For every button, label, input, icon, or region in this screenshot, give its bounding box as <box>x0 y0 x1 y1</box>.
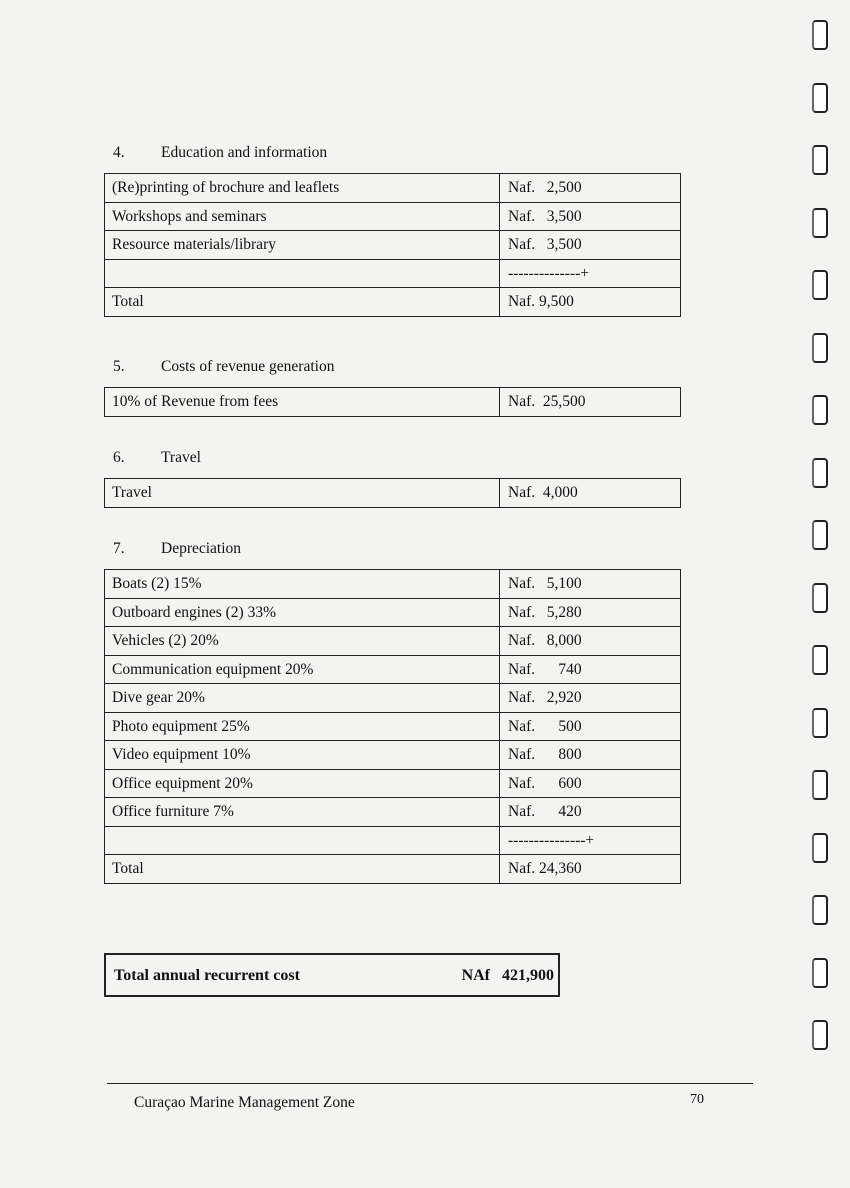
binding-ring-icon <box>812 20 828 50</box>
table-revenue: 10% of Revenue from fees Naf. 25,500 <box>104 387 681 417</box>
row-amount: Naf. 24,360 <box>499 854 681 884</box>
row-amount: Naf. 740 <box>499 654 681 684</box>
section-number: 4. <box>113 144 125 161</box>
table-row: Dive gear 20% Naf. 2,920 <box>104 683 681 713</box>
row-amount: Naf. 600 <box>499 768 681 798</box>
footer-title: Curaçao Marine Management Zone <box>134 1094 355 1111</box>
row-amount: Naf. 25,500 <box>499 387 681 417</box>
table-row: Workshops and seminars Naf. 3,500 <box>104 201 681 231</box>
table-row: Resource materials/library Naf. 3,500 <box>104 230 681 260</box>
row-amount: ---------------+ <box>499 825 681 855</box>
binding-ring-icon <box>812 270 828 300</box>
section-number: 7. <box>113 540 125 557</box>
table-row: Office furniture 7% Naf. 420 <box>104 797 681 827</box>
section-heading: 4. Education and information <box>113 144 327 162</box>
row-label <box>104 258 500 288</box>
table-row: --------------+ <box>104 258 681 288</box>
binding-ring-icon <box>812 707 828 738</box>
table-row: Video equipment 10% Naf. 800 <box>104 740 681 770</box>
section-number: 6. <box>113 449 125 466</box>
table-row: Outboard engines (2) 33% Naf. 5,280 <box>104 597 681 627</box>
section-title: Costs of revenue generation <box>161 358 335 375</box>
binding-ring-icon <box>812 895 828 925</box>
row-amount: Naf. 2,920 <box>499 683 681 713</box>
binding-ring-icon <box>812 1020 828 1050</box>
grand-total-label: Total annual recurrent cost <box>114 967 300 984</box>
row-label <box>104 825 500 855</box>
table-row: 10% of Revenue from fees Naf. 25,500 <box>104 387 681 417</box>
binding-ring-icon <box>812 395 828 425</box>
row-amount: Naf. 8,000 <box>499 626 681 656</box>
row-amount: Naf. 500 <box>499 711 681 741</box>
binding-ring-icon <box>812 145 828 175</box>
row-label: Total <box>104 287 500 317</box>
row-amount: Naf. 3,500 <box>499 201 681 231</box>
binding-ring-icon <box>812 582 828 613</box>
binding-ring-icon <box>812 770 828 800</box>
section-heading: 7. Depreciation <box>113 540 241 558</box>
table-row: (Re)printing of brochure and leaflets Naf… <box>104 173 681 203</box>
grand-total-box: Total annual recurrent cost NAf 421,900 <box>104 953 560 997</box>
row-label: Boats (2) 15% <box>104 569 500 599</box>
row-amount: Naf. 3,500 <box>499 230 681 260</box>
section-title: Education and information <box>161 144 328 161</box>
row-label: Workshops and seminars <box>104 201 500 231</box>
row-amount: --------------+ <box>499 258 681 288</box>
table-depreciation: Boats (2) 15% Naf. 5,100 Outboard engines … <box>104 569 681 884</box>
row-label: Office equipment 20% <box>104 768 500 798</box>
row-label: 10% of Revenue from fees <box>104 387 500 417</box>
section-heading: 6. Travel <box>113 449 201 467</box>
row-label: Outboard engines (2) 33% <box>104 597 500 627</box>
row-label: Travel <box>104 478 500 508</box>
row-label: (Re)printing of brochure and leaflets <box>104 173 500 203</box>
binding-ring-icon <box>812 957 828 988</box>
table-row: Total Naf. 9,500 <box>104 287 681 317</box>
row-label: Communication equipment 20% <box>104 654 500 684</box>
page-number: 70 <box>690 1092 704 1107</box>
section-number: 5. <box>113 358 125 375</box>
section-heading: 5. Costs of revenue generation <box>113 358 334 376</box>
table-row: ---------------+ <box>104 825 681 855</box>
row-label: Total <box>104 854 500 884</box>
section-title: Depreciation <box>161 540 242 557</box>
row-label: Photo equipment 25% <box>104 711 500 741</box>
footer-rule <box>107 1083 753 1084</box>
binding-ring-icon <box>812 520 828 550</box>
table-row: Vehicles (2) 20% Naf. 8,000 <box>104 626 681 656</box>
table-row: Office equipment 20% Naf. 600 <box>104 768 681 798</box>
grand-total-amount: NAf 421,900 <box>461 967 554 984</box>
row-label: Resource materials/library <box>104 230 500 260</box>
row-amount: Naf. 2,500 <box>499 173 681 203</box>
table-row: Total Naf. 24,360 <box>104 854 681 884</box>
row-label: Vehicles (2) 20% <box>104 626 500 656</box>
row-amount: Naf. 5,280 <box>499 597 681 627</box>
binding-ring-icon <box>812 332 828 363</box>
row-amount: Naf. 800 <box>499 740 681 770</box>
binding-ring-icon <box>812 457 828 488</box>
section-title: Travel <box>161 449 201 466</box>
row-amount: Naf. 9,500 <box>499 287 681 317</box>
binding-ring-icon <box>812 832 828 863</box>
row-amount: Naf. 4,000 <box>499 478 681 508</box>
row-amount: Naf. 5,100 <box>499 569 681 599</box>
table-row: Photo equipment 25% Naf. 500 <box>104 711 681 741</box>
row-label: Video equipment 10% <box>104 740 500 770</box>
table-travel: Travel Naf. 4,000 <box>104 478 681 508</box>
binding-ring-icon <box>812 207 828 238</box>
row-label: Dive gear 20% <box>104 683 500 713</box>
table-education: (Re)printing of brochure and leaflets Naf… <box>104 173 681 317</box>
table-row: Communication equipment 20% Naf. 740 <box>104 654 681 684</box>
binding-ring-icon <box>812 645 828 675</box>
table-row: Boats (2) 15% Naf. 5,100 <box>104 569 681 599</box>
binding-ring-icon <box>812 82 828 113</box>
row-label: Office furniture 7% <box>104 797 500 827</box>
table-row: Travel Naf. 4,000 <box>104 478 681 508</box>
row-amount: Naf. 420 <box>499 797 681 827</box>
